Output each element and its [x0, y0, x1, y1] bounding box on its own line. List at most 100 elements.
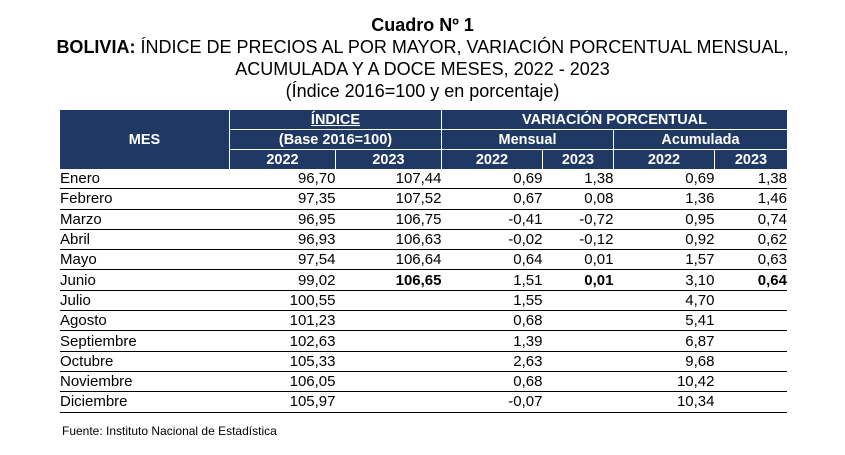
cell-i23	[335, 290, 442, 312]
cell-m23	[542, 310, 614, 332]
cell-i22: 105,33	[229, 351, 336, 372]
cell-i22: 101,23	[229, 310, 336, 332]
cell-mes: Julio	[60, 290, 230, 312]
table-row: Julio 100,55 1,55 4,70	[60, 290, 787, 312]
source-note: Fuente: Instituto Nacional de Estadístic…	[62, 424, 277, 438]
cell-i22: 96,70	[229, 169, 336, 190]
cell-i22: 99,02	[229, 269, 336, 291]
cell-mes: Enero	[60, 169, 230, 190]
country-label: BOLIVIA:	[56, 37, 136, 57]
cell-m22: -0,02	[441, 229, 543, 251]
cell-a23: 0,74	[714, 209, 787, 230]
cell-i22: 96,95	[229, 209, 336, 230]
cell-i22: 106,05	[229, 371, 336, 393]
cell-a22: 10,42	[613, 371, 715, 393]
cell-i22: 102,63	[229, 330, 336, 352]
cell-m22: -0,41	[441, 209, 543, 230]
header-variacion: VARIACIÓN PORCENTUAL	[441, 110, 787, 130]
cell-a23	[714, 391, 787, 413]
cell-a22: 0,92	[613, 229, 715, 251]
header-mensual-2023: 2023	[542, 149, 614, 169]
cell-m22: 1,51	[441, 269, 543, 291]
cell-m23	[542, 351, 614, 372]
cell-m23: 0,01	[542, 269, 614, 291]
table-row: Junio 99,02 106,65 1,51 0,01 3,10 0,64	[60, 269, 787, 291]
cell-i22: 97,35	[229, 188, 336, 210]
header-indice: ÍNDICE	[229, 110, 442, 130]
title-units: (Índice 2016=100 y en porcentaje)	[285, 81, 560, 101]
cell-a23: 1,38	[714, 169, 787, 190]
cell-m22: 0,69	[441, 169, 543, 190]
cell-i23: 107,44	[335, 169, 442, 190]
table-row: Abril 96,93 106,63 -0,02 -0,12 0,92 0,62	[60, 229, 787, 251]
cell-i23: 107,52	[335, 188, 442, 210]
cell-i22: 96,93	[229, 229, 336, 251]
cell-mes: Abril	[60, 229, 230, 251]
cell-mes: Septiembre	[60, 330, 230, 352]
cell-i23	[335, 310, 442, 332]
cell-mes: Noviembre	[60, 371, 230, 393]
cell-i23	[335, 391, 442, 413]
cell-a22: 1,36	[613, 188, 715, 210]
table-row: Septiembre 102,63 1,39 6,87	[60, 330, 787, 352]
cell-a22: 0,95	[613, 209, 715, 230]
cell-m23	[542, 371, 614, 393]
cell-a23	[714, 371, 787, 393]
cell-m22: 0,68	[441, 371, 543, 393]
cell-i23: 106,65	[335, 269, 442, 291]
cell-a23: 0,64	[714, 269, 787, 291]
table-row: Febrero 97,35 107,52 0,67 0,08 1,36 1,46	[60, 188, 787, 210]
cell-m23	[542, 290, 614, 312]
header-mensual-2022: 2022	[441, 149, 543, 169]
cell-i23	[335, 371, 442, 393]
cell-a22: 0,69	[613, 169, 715, 190]
cell-a23	[714, 351, 787, 372]
cell-mes: Diciembre	[60, 391, 230, 413]
cell-i22: 97,54	[229, 249, 336, 271]
table-row: Marzo 96,95 106,75 -0,41 -0,72 0,95 0,74	[60, 209, 787, 230]
cell-m22: 0,64	[441, 249, 543, 271]
cell-m23: 0,08	[542, 188, 614, 210]
table-title: Cuadro Nº 1 BOLIVIA: ÍNDICE DE PRECIOS A…	[0, 14, 845, 102]
header-indice-2023: 2023	[335, 149, 442, 169]
cell-mes: Octubre	[60, 351, 230, 372]
cell-i23	[335, 351, 442, 372]
cell-mes: Febrero	[60, 188, 230, 210]
table-row: Noviembre 106,05 0,68 10,42	[60, 371, 787, 393]
cell-a22: 9,68	[613, 351, 715, 372]
header-acumulada-2022: 2022	[613, 149, 715, 169]
cell-a22: 10,34	[613, 391, 715, 413]
cell-a23	[714, 330, 787, 352]
table-row: Mayo 97,54 106,64 0,64 0,01 1,57 0,63	[60, 249, 787, 271]
cell-m22: 1,55	[441, 290, 543, 312]
header-acumulada-2023: 2023	[714, 149, 787, 169]
header-acumulada: Acumulada	[613, 129, 787, 150]
price-index-table: MES ÍNDICE VARIACIÓN PORCENTUAL (Base 20…	[60, 110, 787, 413]
header-indice-2022: 2022	[229, 149, 336, 169]
table-row: Agosto 101,23 0,68 5,41	[60, 310, 787, 332]
title-text: ÍNDICE DE PRECIOS AL POR MAYOR, VARIACIÓ…	[135, 37, 789, 57]
cell-m22: -0,07	[441, 391, 543, 413]
cell-mes: Marzo	[60, 209, 230, 230]
cell-i23: 106,64	[335, 249, 442, 271]
cell-a23: 0,63	[714, 249, 787, 271]
cell-i22: 100,55	[229, 290, 336, 312]
title-line-2: BOLIVIA: ÍNDICE DE PRECIOS AL POR MAYOR,…	[0, 36, 845, 58]
cell-a23	[714, 310, 787, 332]
cell-i23	[335, 330, 442, 352]
cell-mes: Mayo	[60, 249, 230, 271]
title-line-3: ACUMULADA Y A DOCE MESES, 2022 - 2023	[235, 59, 610, 79]
caption-number: Cuadro Nº 1	[371, 15, 474, 35]
cell-i23: 106,75	[335, 209, 442, 230]
cell-a22: 5,41	[613, 310, 715, 332]
cell-m23: -0,12	[542, 229, 614, 251]
cell-m22: 1,39	[441, 330, 543, 352]
cell-mes: Junio	[60, 269, 230, 291]
table-row: Octubre 105,33 2,63 9,68	[60, 351, 787, 372]
cell-i23: 106,63	[335, 229, 442, 251]
table-row: Diciembre 105,97 -0,07 10,34	[60, 391, 787, 413]
cell-i22: 105,97	[229, 391, 336, 413]
cell-m23: -0,72	[542, 209, 614, 230]
cell-a22: 3,10	[613, 269, 715, 291]
cell-a23: 0,62	[714, 229, 787, 251]
